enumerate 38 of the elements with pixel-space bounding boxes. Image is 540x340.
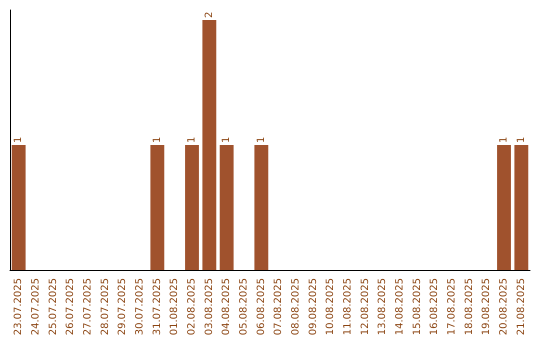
data-label: 1 xyxy=(498,136,510,143)
x-tick-label: 13.08.2025 xyxy=(377,278,388,336)
x-tick-label: 24.07.2025 xyxy=(30,278,42,336)
x-tick-label: 21.08.2025 xyxy=(516,278,527,336)
x-tick-label: 18.08.2025 xyxy=(464,278,475,336)
x-tick-label: 12.08.2025 xyxy=(360,278,371,336)
data-label: 2 xyxy=(204,12,215,18)
x-tick-label: 08.08.2025 xyxy=(290,278,302,336)
data-label: 1 xyxy=(516,136,527,143)
data-label: 1 xyxy=(152,136,163,143)
x-tick-label: 26.07.2025 xyxy=(65,278,76,336)
data-label: 1 xyxy=(186,136,198,143)
x-tick-label: 30.07.2025 xyxy=(134,278,146,336)
x-tick-label: 23.07.2025 xyxy=(13,278,24,336)
x-tick-label: 09.08.2025 xyxy=(308,278,319,336)
x-tick-label: 15.08.2025 xyxy=(412,278,423,336)
data-label: 1 xyxy=(221,136,232,143)
x-tick-label: 06.08.2025 xyxy=(256,278,267,336)
x-tick-label: 25.07.2025 xyxy=(48,278,59,336)
x-tick-label: 28.07.2025 xyxy=(100,278,111,336)
x-tick-label: 29.07.2025 xyxy=(117,278,128,336)
x-tick-label: 16.08.2025 xyxy=(429,278,440,336)
x-tick-label: 05.08.2025 xyxy=(238,278,250,336)
x-tick-label: 01.08.2025 xyxy=(169,278,180,336)
x-tick-label: 31.07.2025 xyxy=(152,278,163,336)
x-tick-label: 03.08.2025 xyxy=(204,278,215,336)
x-tick-label: 27.07.2025 xyxy=(82,278,94,336)
data-label: 1 xyxy=(13,136,24,143)
x-tick-label: 07.08.2025 xyxy=(273,278,284,336)
x-tick-label: 17.08.2025 xyxy=(446,278,458,336)
x-tick-label: 11.08.2025 xyxy=(342,278,354,336)
x-tick-label: 10.08.2025 xyxy=(325,278,336,336)
x-tick-label: 02.08.2025 xyxy=(186,278,198,336)
x-tick-label: 20.08.2025 xyxy=(498,278,510,336)
data-label: 1 xyxy=(256,136,267,143)
x-tick-label: 19.08.2025 xyxy=(481,278,492,336)
x-tick-label: 14.08.2025 xyxy=(394,278,406,336)
x-tick-label: 04.08.2025 xyxy=(221,278,232,336)
